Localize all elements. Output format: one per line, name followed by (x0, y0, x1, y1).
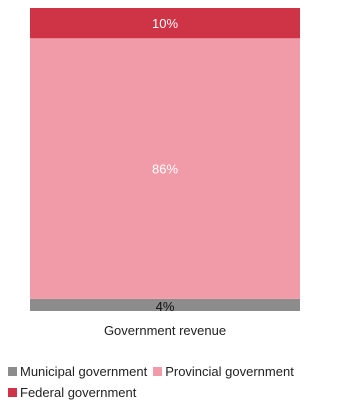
stacked-bar-chart: 4% 86% 10% Government revenue (30, 8, 300, 338)
bar-segment-federal-government (30, 8, 300, 39)
bar-segment-provincial-government (30, 38, 300, 299)
legend-label: Federal government (20, 385, 137, 400)
bar-labels: 4% 86% 10% (152, 16, 178, 314)
category-label: Government revenue (104, 323, 226, 338)
legend-swatch (8, 388, 17, 397)
bar-stack (30, 8, 300, 311)
legend-item-municipal-government: Municipal government (8, 361, 147, 382)
legend-item-provincial-government: Provincial government (153, 361, 294, 382)
legend-swatch (153, 367, 163, 376)
legend-item-federal-government: Federal government (8, 382, 136, 403)
data-label-municipal-government: 4% (156, 299, 175, 314)
data-label-provincial-government: 86% (152, 162, 178, 177)
bar-segment-municipal-government (30, 298, 300, 311)
chart-legend: Municipal government Provincial governmen… (8, 361, 358, 403)
legend-label: Provincial government (165, 364, 294, 379)
legend-swatch (8, 367, 17, 376)
data-label-federal-government: 10% (152, 16, 178, 31)
legend-label: Municipal government (20, 364, 148, 379)
